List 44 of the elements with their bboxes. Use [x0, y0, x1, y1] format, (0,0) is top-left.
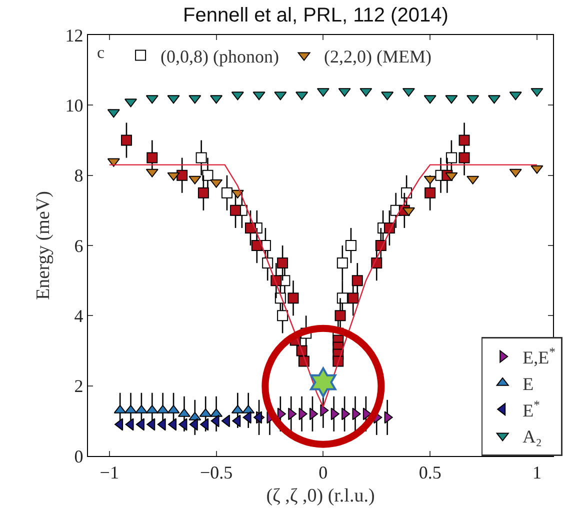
point — [336, 258, 348, 269]
point — [352, 275, 363, 286]
x-tick-label: 1 — [532, 462, 542, 483]
point — [176, 170, 188, 181]
point — [458, 134, 470, 146]
point — [277, 258, 288, 269]
point — [198, 187, 209, 198]
legend-label: A₂ — [522, 426, 542, 447]
legend-label: E — [522, 374, 534, 394]
point — [288, 292, 299, 304]
x-tick-label: 0.5 — [418, 462, 442, 483]
legend-label: (2,2,0) (MEM) — [324, 46, 432, 66]
point — [334, 310, 346, 322]
legend-label: E$^{*}$ — [522, 398, 540, 420]
point — [230, 204, 242, 216]
point — [458, 152, 470, 164]
x-axis-title: (ζ ,ζ ,0) (r.l.u.) — [266, 486, 375, 506]
point — [345, 240, 356, 251]
point — [244, 222, 256, 234]
point — [446, 152, 457, 164]
point — [348, 292, 359, 304]
y-tick-label: 6 — [74, 236, 84, 256]
annotation: c — [97, 43, 105, 62]
point — [424, 187, 436, 198]
legend-label: (0,0,8) (phonon) — [160, 46, 280, 66]
y-tick-label: 12 — [65, 25, 84, 46]
y-tick-label: 10 — [65, 95, 84, 116]
y-tick-label: 8 — [74, 166, 84, 186]
point — [277, 310, 288, 322]
point — [221, 187, 232, 198]
x-tick-label: 0 — [318, 462, 328, 483]
point — [146, 152, 158, 164]
x-tick-label: −0.5 — [200, 462, 233, 483]
y-tick-label: 0 — [74, 446, 84, 466]
point — [196, 152, 207, 164]
x-tick-label: −1 — [100, 462, 119, 483]
y-tick-label: 4 — [74, 306, 84, 326]
point — [202, 170, 214, 181]
point — [251, 240, 262, 251]
legend-label: E,E$^{*}$ — [522, 344, 556, 368]
y-axis-title: Energy (meV) — [33, 191, 54, 300]
y-tick-label: 2 — [74, 376, 84, 396]
point — [120, 134, 132, 146]
chart-title: Fennell et al, PRL, 112 (2014) — [183, 4, 448, 26]
